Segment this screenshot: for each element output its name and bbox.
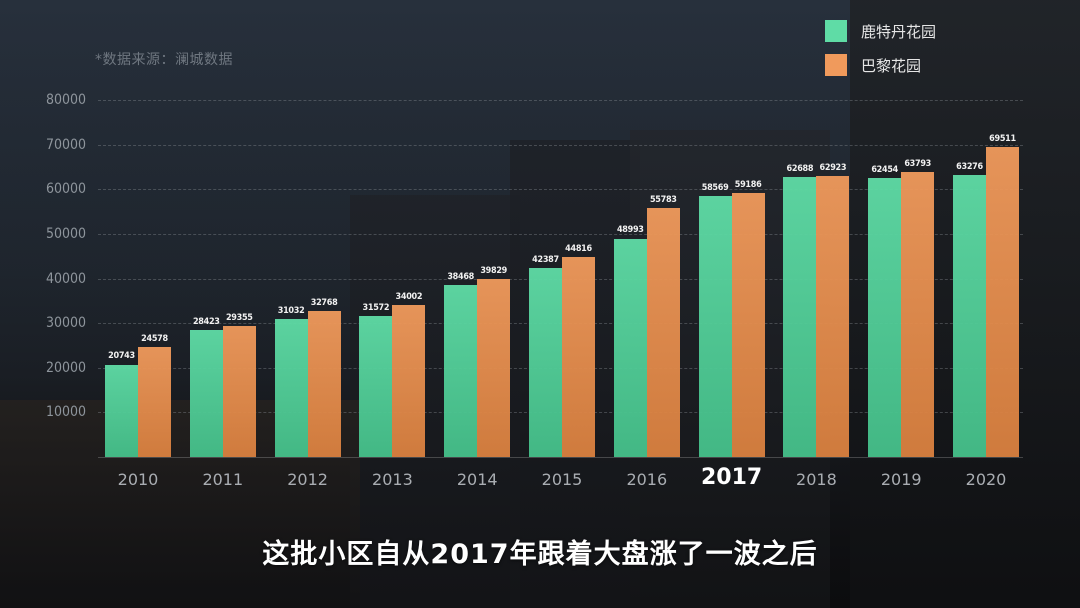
y-axis-tick: 80000 <box>45 92 86 109</box>
bar-rotterdam <box>613 238 647 457</box>
data-label: 69511 <box>989 133 1016 144</box>
data-label: 34002 <box>395 292 423 303</box>
data-label: 39829 <box>480 266 508 277</box>
data-label: 55783 <box>649 195 677 206</box>
data-label: 29355 <box>225 313 253 324</box>
legend-label: 鹿特丹花园 <box>861 22 937 41</box>
bar-paris <box>731 193 765 457</box>
x-axis-tick: 2020 <box>965 470 1007 489</box>
bar-rotterdam <box>698 195 732 457</box>
data-label: 62688 <box>786 164 814 175</box>
bar-rotterdam <box>783 177 817 457</box>
data-label: 24578 <box>141 334 168 345</box>
bar-rotterdam <box>274 318 308 457</box>
gridline <box>98 234 1023 235</box>
y-axis-tick: 10000 <box>45 404 86 421</box>
data-label: 62923 <box>819 163 847 174</box>
x-axis-tick: 2010 <box>117 470 159 489</box>
data-label: 28423 <box>192 317 220 328</box>
gridline <box>98 100 1023 102</box>
data-label: 42387 <box>532 254 559 265</box>
bar-paris <box>646 208 680 457</box>
x-axis-tick: 2011 <box>202 470 244 489</box>
bar-rotterdam <box>359 316 393 457</box>
y-axis-tick: 60000 <box>45 181 86 198</box>
bar-paris <box>986 146 1019 457</box>
data-label: 62454 <box>871 165 899 176</box>
x-axis-line <box>98 457 1023 458</box>
chart-legend: 鹿特丹花园 巴黎花园 <box>825 20 936 88</box>
bar-rotterdam <box>444 285 478 457</box>
data-label: 48993 <box>616 225 644 236</box>
subtitle-caption: 这批小区自从2017年跟着大盘涨了一波之后 <box>262 539 818 570</box>
bar-paris <box>562 257 595 457</box>
bar-paris <box>138 347 171 457</box>
x-axis-tick: 2013 <box>372 470 413 489</box>
bar-paris <box>392 305 426 457</box>
y-axis-tick: 20000 <box>45 359 86 376</box>
legend-swatch-green <box>825 20 847 42</box>
bar-paris <box>901 172 935 457</box>
x-axis-tick: 2019 <box>880 470 922 489</box>
y-axis-tick: 50000 <box>45 226 86 242</box>
data-label: 31032 <box>277 305 305 316</box>
x-axis-tick: 2018 <box>796 470 837 489</box>
bar-paris <box>477 279 511 457</box>
data-label: 63276 <box>956 161 983 172</box>
data-source-note: *数据来源：澜城数据 <box>95 52 233 68</box>
x-axis-tick: 2014 <box>456 470 498 489</box>
bar-paris <box>222 326 256 457</box>
bar-rotterdam <box>953 174 986 457</box>
x-axis-tick: 2016 <box>626 470 668 489</box>
data-label: 20743 <box>108 351 135 362</box>
legend-item-rotterdam: 鹿特丹花园 <box>825 20 936 42</box>
data-label: 63793 <box>904 159 932 170</box>
legend-label: 巴黎花园 <box>861 56 922 75</box>
x-axis-tick: 2012 <box>287 470 328 489</box>
legend-item-paris: 巴黎花园 <box>825 54 936 76</box>
gridline <box>98 144 1023 146</box>
data-label: 59186 <box>734 180 762 191</box>
bar-paris <box>816 176 850 457</box>
data-label: 31572 <box>362 303 390 314</box>
gridline <box>98 189 1023 191</box>
bar-rotterdam <box>529 267 562 457</box>
bar-paris <box>307 310 341 457</box>
x-axis-tick: 2017 <box>700 465 763 490</box>
legend-swatch-orange <box>825 54 847 76</box>
y-axis-tick: 30000 <box>45 315 86 332</box>
x-axis-tick: 2015 <box>541 470 583 489</box>
bar-rotterdam <box>105 364 138 457</box>
data-label: 44816 <box>565 244 592 255</box>
y-axis-tick: 40000 <box>45 270 86 287</box>
data-label: 58569 <box>701 182 729 193</box>
y-axis-tick: 70000 <box>45 136 86 153</box>
bar-rotterdam <box>868 178 902 457</box>
data-label: 32768 <box>310 297 338 308</box>
bar-rotterdam <box>189 330 223 457</box>
data-label: 38468 <box>447 272 475 283</box>
